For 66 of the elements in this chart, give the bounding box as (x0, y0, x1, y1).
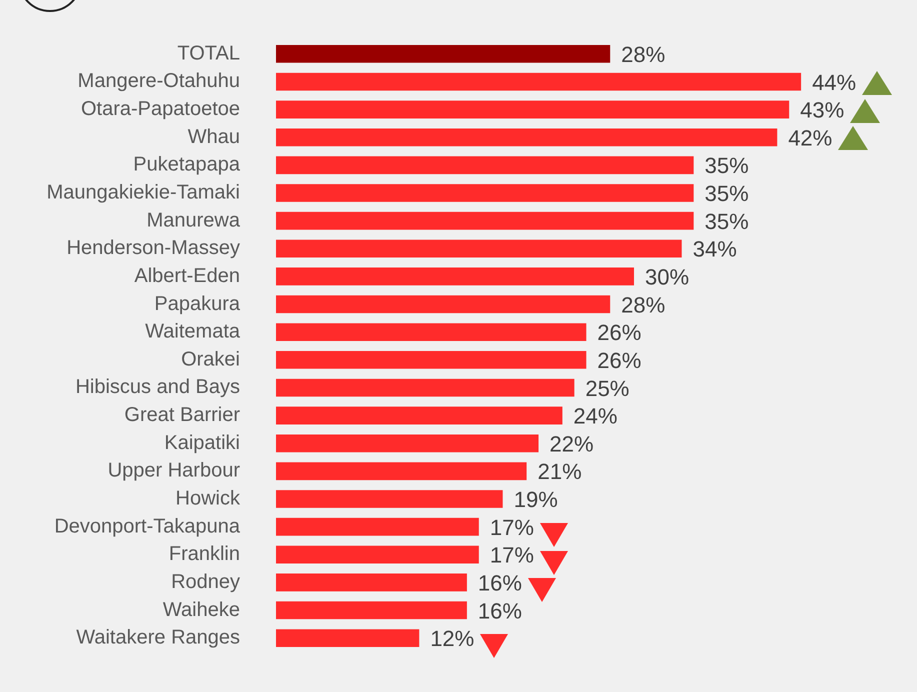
y-tick-label: TOTAL (177, 42, 240, 64)
bar (276, 128, 778, 146)
data-label: 16% (478, 570, 522, 596)
y-tick-label: Devonport-Takapuna (54, 515, 241, 538)
y-tick-label: Orakei (181, 348, 240, 370)
data-label: 35% (704, 208, 749, 234)
bar (276, 351, 586, 369)
data-label: 17% (490, 514, 534, 540)
data-label: 35% (704, 181, 749, 206)
bar (276, 518, 479, 536)
bar (276, 574, 467, 592)
y-tick-label: Whau (188, 126, 240, 148)
bar (276, 601, 467, 620)
data-label: 35% (704, 153, 749, 178)
data-label: 22% (550, 431, 594, 456)
y-tick-label: Albert-Eden (134, 264, 240, 287)
y-tick-label: Howick (176, 488, 241, 510)
bar (276, 156, 694, 174)
y-tick-label: Maungakiekie-Tamaki (46, 182, 240, 204)
y-tick-label: Waitakere Ranges (76, 626, 240, 649)
data-label: 16% (478, 598, 522, 624)
data-label: 12% (430, 626, 474, 652)
bar (276, 295, 610, 314)
data-label: 30% (645, 264, 690, 290)
bar (276, 212, 694, 230)
bar (276, 378, 574, 397)
y-tick-label: Manurewa (146, 209, 241, 232)
y-tick-label: Hibiscus and Bays (75, 376, 240, 398)
data-label: 24% (573, 404, 618, 429)
data-label: 26% (597, 320, 642, 346)
data-label: 26% (597, 348, 642, 373)
data-label: 43% (800, 98, 844, 123)
bar (276, 406, 562, 424)
data-label: 42% (788, 125, 832, 150)
y-tick-label: Franklin (168, 543, 240, 566)
data-label: 17% (490, 542, 534, 568)
bar (276, 462, 527, 480)
bar (276, 323, 586, 341)
y-tick-label: Otara-Papatoetoe (81, 98, 240, 120)
bar (276, 546, 479, 564)
data-label: 28% (621, 42, 666, 67)
y-tick-label: Waitemata (145, 320, 241, 343)
bar (276, 72, 802, 91)
bar (276, 100, 790, 118)
y-tick-label: Puketapapa (133, 154, 241, 176)
data-label: 21% (538, 459, 582, 484)
bar (276, 184, 694, 202)
bar (276, 268, 634, 286)
y-tick-label: Great Barrier (124, 404, 240, 426)
y-tick-label: Henderson-Massey (66, 237, 240, 260)
bar (276, 490, 503, 508)
data-label: 44% (812, 70, 856, 95)
data-label: 19% (514, 487, 558, 512)
y-tick-label: Upper Harbour (108, 460, 240, 482)
y-tick-label: Kaipatiki (164, 432, 240, 454)
bar (276, 629, 420, 647)
data-label: 34% (692, 236, 737, 262)
data-label: 28% (621, 292, 666, 318)
bar (276, 434, 539, 452)
y-tick-label: Mangere-Otahuhu (78, 70, 240, 92)
data-label: 25% (585, 376, 630, 401)
bar (276, 45, 610, 63)
y-tick-label: Waiheke (162, 598, 240, 621)
bar (276, 240, 682, 258)
y-tick-label: Rodney (171, 570, 240, 593)
y-tick-label: Papakura (154, 292, 241, 315)
